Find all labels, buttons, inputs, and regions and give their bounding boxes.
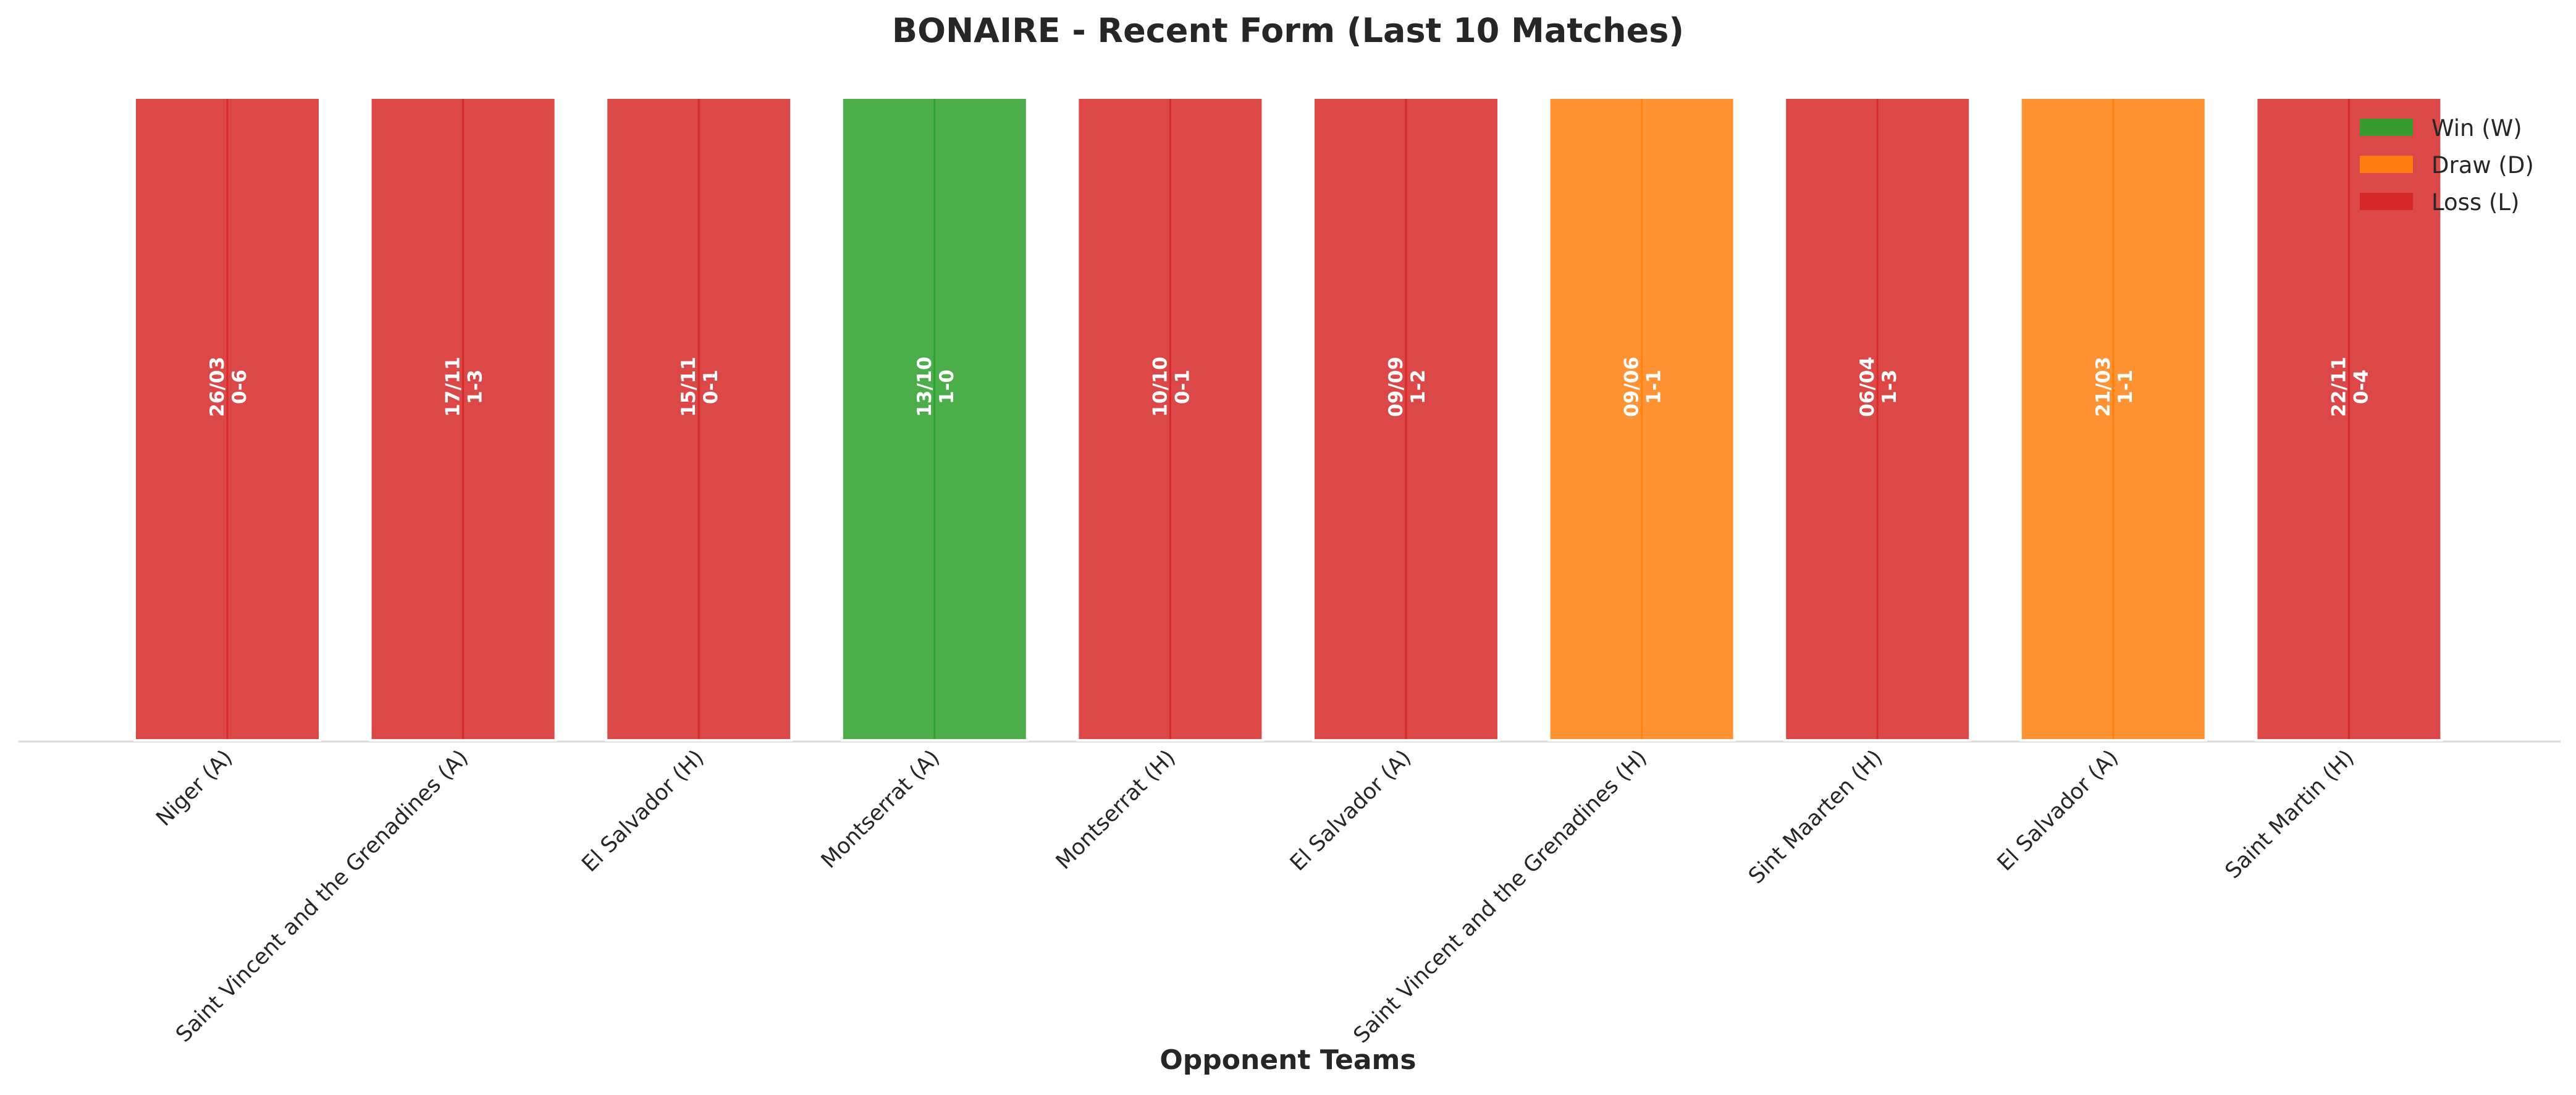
legend-swatch-l xyxy=(2360,193,2413,210)
bar-data-label-5: 10/100-1 xyxy=(1149,357,1193,417)
bar-score-label: 0-4 xyxy=(2350,370,2372,404)
bar-score-label: 1-1 xyxy=(2115,370,2137,404)
bar-data-label-7: 09/061-1 xyxy=(1621,357,1665,417)
bar-date-label: 09/09 xyxy=(1385,357,1407,417)
bar-data-label-1: 26/030-6 xyxy=(206,357,251,417)
bar-data-label-2: 17/111-3 xyxy=(442,357,487,417)
x-axis-label: Opponent Teams xyxy=(1160,1044,1416,1076)
bar-score-label: 0-6 xyxy=(229,370,251,404)
legend-label-w: Win (W) xyxy=(2431,115,2522,142)
bar-score-label: 1-1 xyxy=(1643,370,1665,404)
bar-score-label: 1-3 xyxy=(465,370,487,404)
bar-data-label-3: 15/110-1 xyxy=(678,357,722,417)
bar-date-label: 17/11 xyxy=(442,357,465,417)
legend-swatch-d xyxy=(2360,156,2413,173)
bar-data-label-4: 13/101-0 xyxy=(914,357,958,417)
bar-date-label: 26/03 xyxy=(206,357,229,417)
bar-data-label-10: 22/110-4 xyxy=(2328,357,2372,417)
legend-label-d: Draw (D) xyxy=(2431,152,2534,179)
bar-date-label: 09/06 xyxy=(1621,357,1643,417)
bar-date-label: 15/11 xyxy=(678,357,700,417)
legend-label-l: Loss (L) xyxy=(2431,189,2519,216)
bar-data-label-8: 06/041-3 xyxy=(1856,357,1901,417)
legend-swatch-w xyxy=(2360,119,2413,136)
bar-date-label: 06/04 xyxy=(1856,357,1879,417)
bar-score-label: 0-1 xyxy=(700,370,722,404)
chart-title: BONAIRE - Recent Form (Last 10 Matches) xyxy=(892,11,1684,50)
bar-date-label: 22/11 xyxy=(2328,357,2350,417)
bar-score-label: 1-0 xyxy=(936,370,958,404)
bar-date-label: 10/10 xyxy=(1149,357,1171,417)
bars-layer: 26/030-6 17/111-3 15/110-1 13/101-0 10/100-1… xyxy=(133,96,2443,742)
bar-data-label-9: 21/031-1 xyxy=(2092,357,2137,417)
bar-score-label: 1-2 xyxy=(1407,370,1429,404)
bar-date-label: 13/10 xyxy=(914,357,936,417)
legend: Win (W) Draw (D) Loss (L) xyxy=(2360,115,2534,216)
bar-score-label: 0-1 xyxy=(1171,370,1193,404)
bar-score-label: 1-3 xyxy=(1879,370,1901,404)
bar-data-label-6: 09/091-2 xyxy=(1385,357,1429,417)
bar-date-label: 21/03 xyxy=(2092,357,2115,417)
